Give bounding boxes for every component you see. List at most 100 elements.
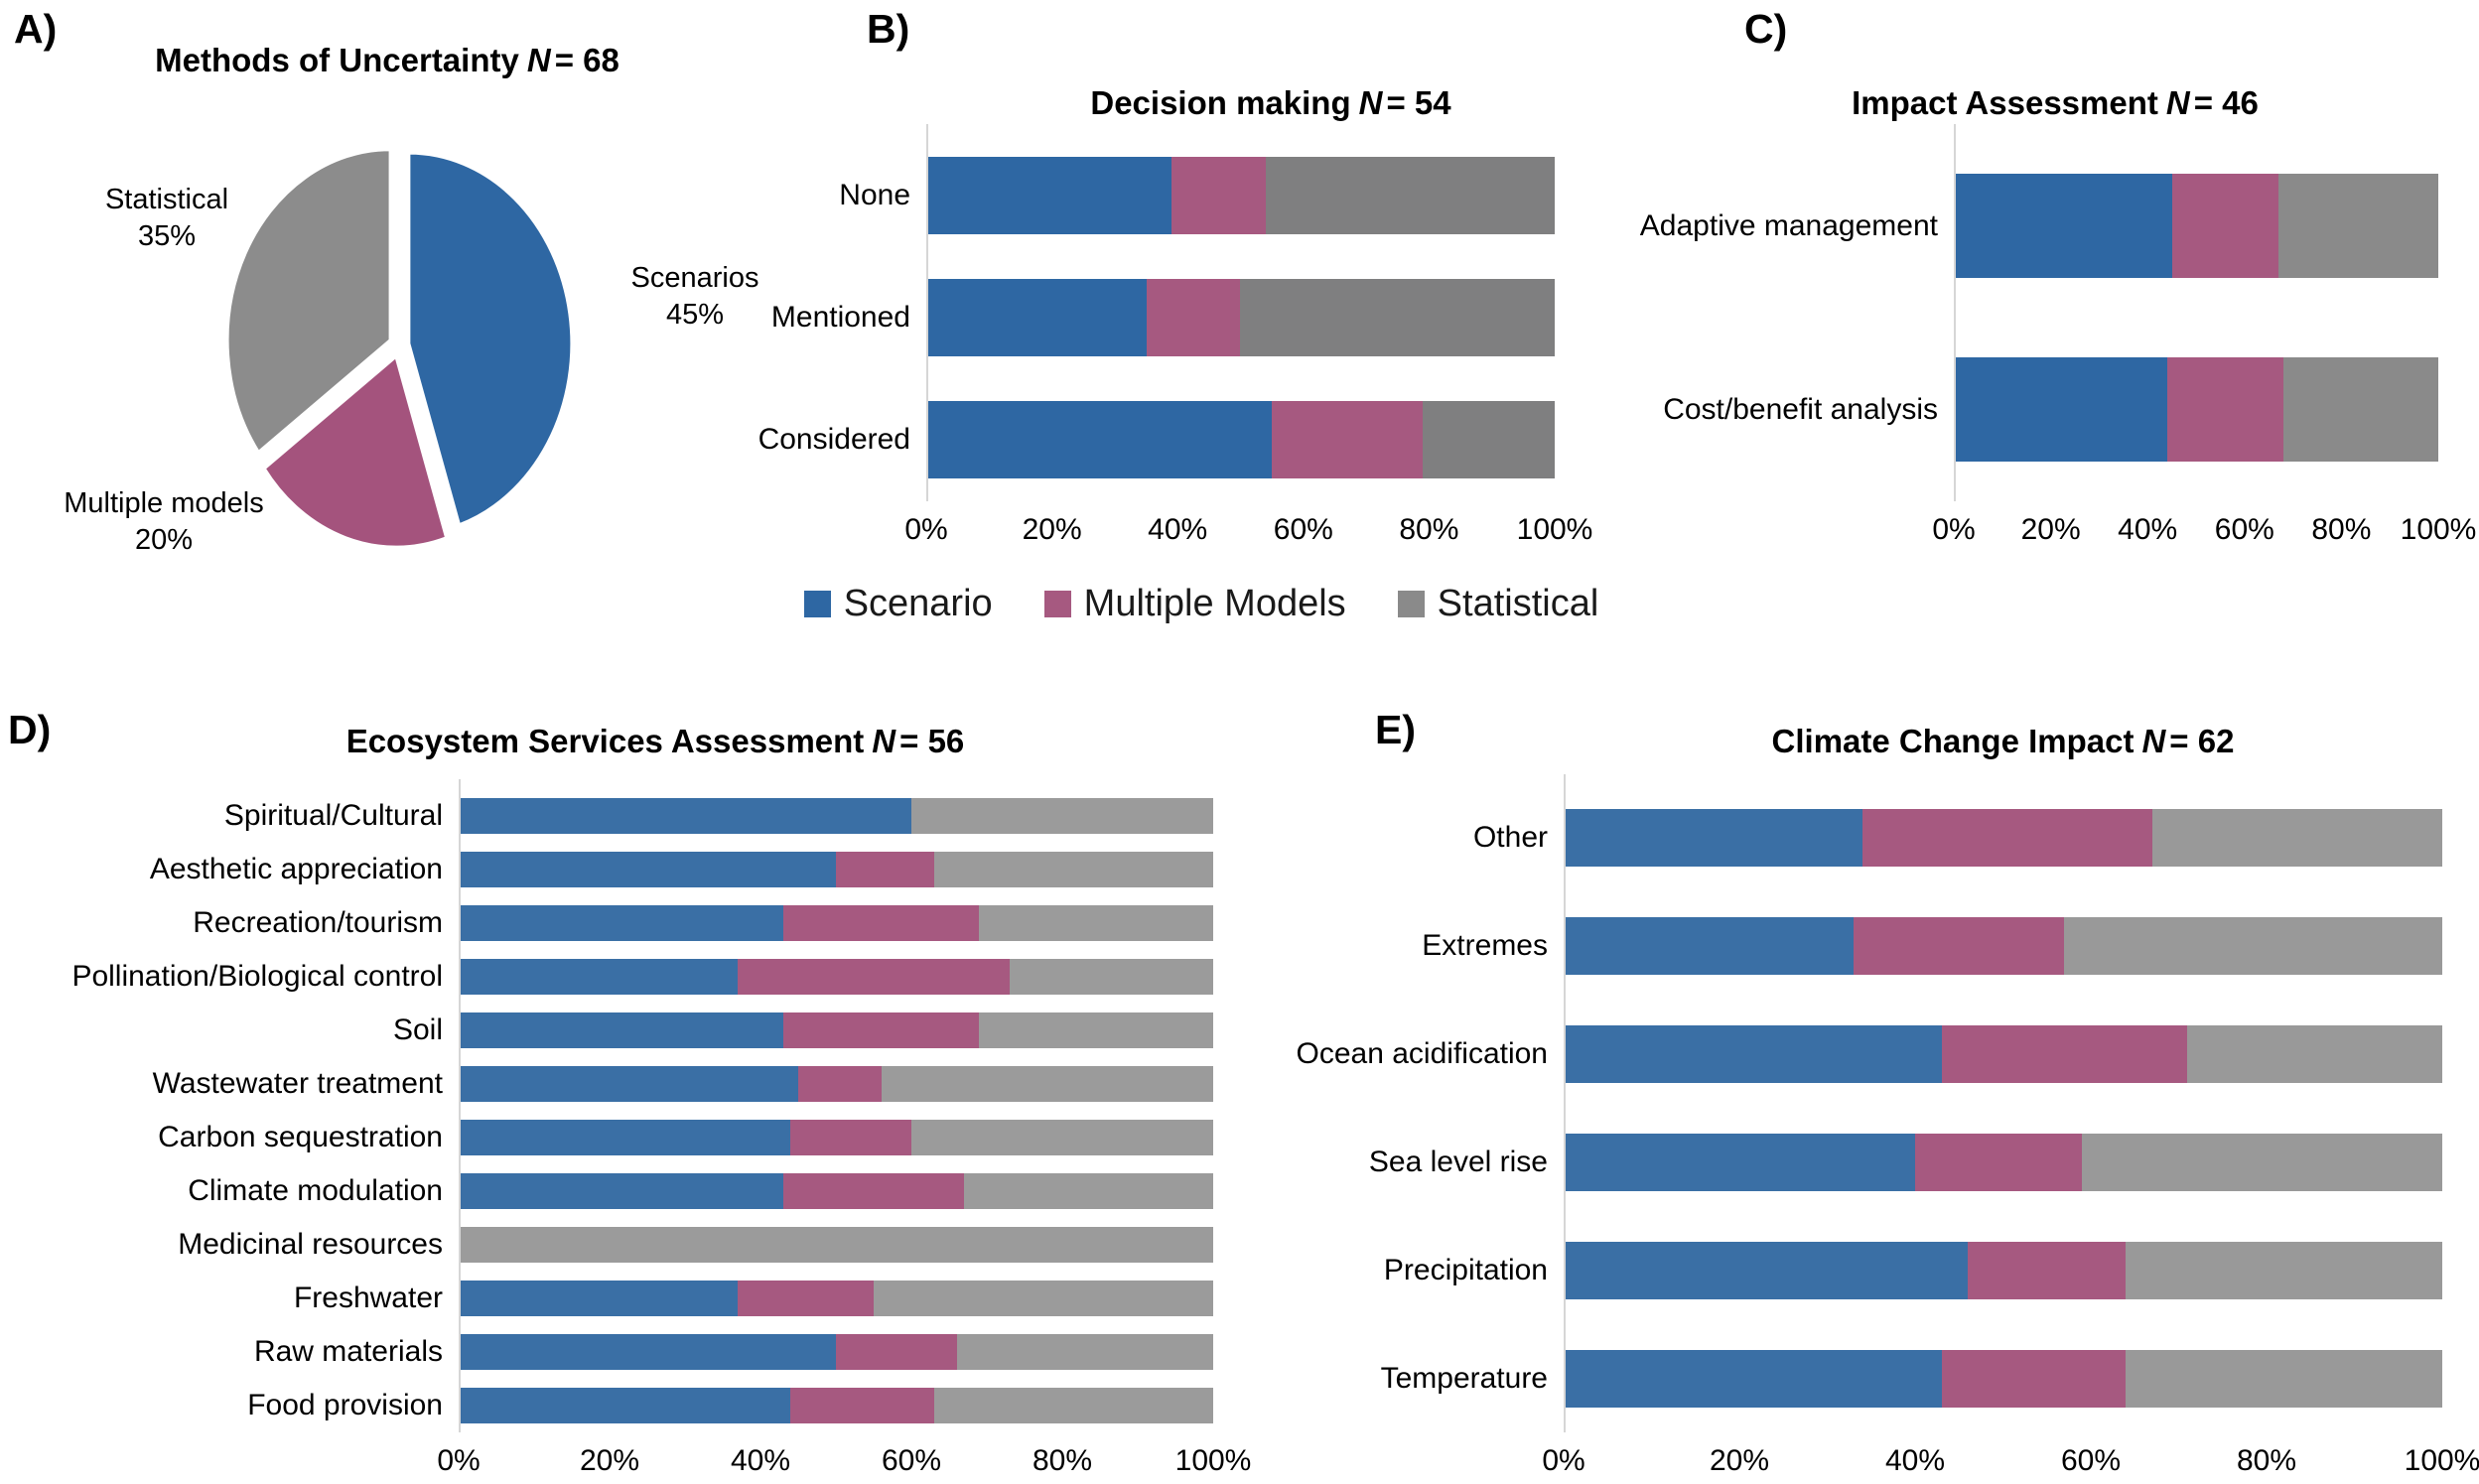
bar-segment-statistical <box>2126 1349 2442 1408</box>
stacked-bar <box>926 278 1555 356</box>
stacked-bar <box>459 1388 1213 1423</box>
category-label: Soil <box>392 1013 443 1046</box>
axis-tick-label: 20% <box>1709 1444 1770 1477</box>
chart-legend: Scenario Multiple Models Statistical <box>655 574 1747 633</box>
axis-tick-label: 100% <box>1516 513 1593 546</box>
category-label: Wastewater treatment <box>152 1067 443 1100</box>
bar-segment-scenario <box>459 959 739 995</box>
bar-segment-statistical <box>933 852 1213 887</box>
category-label: Temperature <box>1380 1361 1548 1395</box>
decision-making-chart: None Mentioned Considered 0% 20% 40% 60% 80% 100… <box>735 124 1656 553</box>
axis-tick-label: 0% <box>1932 513 1976 546</box>
pie-label-pct: 45% <box>665 299 725 331</box>
bar-row-temperature: Temperature <box>1291 1324 2479 1432</box>
axis-tick-label: 100% <box>2400 513 2477 546</box>
category-label: Precipitation <box>1383 1253 1548 1286</box>
pie-slice-multiple-models <box>262 353 449 549</box>
pie-label-pct: 35% <box>137 220 197 252</box>
category-label: Aesthetic appreciation <box>149 853 443 885</box>
bar-segment-multiple-models <box>738 959 1010 995</box>
bar-row-sea-level-rise: Sea level rise <box>1291 1108 2479 1216</box>
bar-segment-multiple-models <box>790 1120 911 1155</box>
stacked-bar <box>459 1227 1213 1263</box>
stacked-bar <box>1564 809 2442 868</box>
category-label: None <box>839 178 910 211</box>
bar-row-medicinal-resources: Medicinal resources <box>0 1218 1271 1272</box>
climate-change-impact-chart: Other Extremes Ocean acidification Sea leve… <box>1291 774 2479 1484</box>
stacked-bar <box>459 1012 1213 1048</box>
category-label: Other <box>1472 821 1548 855</box>
axis-tick-label: 0% <box>904 513 948 546</box>
bar-row-extremes: Extremes <box>1291 892 2479 1001</box>
bar-row-food-provision: Food provision <box>0 1379 1271 1432</box>
bar-row-adaptive-management: Adaptive management <box>1588 134 2450 318</box>
stacked-bar <box>1954 357 2438 462</box>
legend-label: Multiple Models <box>1083 582 1346 624</box>
category-label: Climate modulation <box>188 1174 443 1207</box>
bar-segment-statistical <box>459 1227 1213 1263</box>
axis-tick-label: 20% <box>1022 513 1082 546</box>
panel-letter-a: A) <box>14 6 58 52</box>
category-label: Extremes <box>1422 929 1548 963</box>
axis-tick-label: 0% <box>437 1444 481 1477</box>
axis-tick-label: 40% <box>1148 513 1208 546</box>
bar-segment-multiple-models <box>738 1281 874 1316</box>
title-text: Ecosystem Services Assessment <box>345 723 865 759</box>
axis-tick-label: 60% <box>2214 513 2274 546</box>
bar-row-none: None <box>735 134 1656 256</box>
title-n-symbol: N <box>872 723 896 759</box>
bar-segment-statistical <box>979 1012 1213 1048</box>
bar-segment-scenario <box>1564 1241 1969 1299</box>
panel-letter-d: D) <box>8 707 52 752</box>
category-label: Spiritual/Cultural <box>223 799 443 832</box>
pie-label-multiple-models: Multiple models 20% <box>25 485 303 559</box>
stacked-bar <box>1564 1241 2442 1299</box>
category-label: Cost/benefit analysis <box>1663 392 1938 426</box>
stacked-bar <box>1564 917 2442 976</box>
bar-segment-scenario <box>1564 1025 1942 1084</box>
pie-label-text: Multiple models <box>64 487 264 519</box>
pie-slice-statistical <box>225 148 392 455</box>
stacked-bar <box>459 959 1213 995</box>
category-label: Considered <box>757 423 910 457</box>
bar-segment-multiple-models <box>1915 1133 2083 1191</box>
legend-swatch-icon <box>1043 590 1071 617</box>
bar-segment-scenario <box>459 1120 791 1155</box>
bar-row-freshwater: Freshwater <box>0 1272 1271 1325</box>
bar-row-spiritual-cultural: Spiritual/Cultural <box>0 789 1271 843</box>
bar-segment-scenario <box>1564 1133 1915 1191</box>
axis-tick-label: 80% <box>2236 1444 2297 1477</box>
panel-impact-assessment: C) Impact Assessment N = 46 Adaptive manag… <box>1588 0 2479 571</box>
category-label: Adaptive management <box>1639 208 1938 242</box>
bar-segment-multiple-models <box>1854 917 2065 976</box>
bar-segment-scenario <box>926 156 1171 234</box>
bar-segment-statistical <box>1423 401 1555 479</box>
bar-row-mentioned: Mentioned <box>735 256 1656 378</box>
axis-tick-label: 60% <box>2060 1444 2122 1477</box>
axis-tick-label: 40% <box>2118 513 2178 546</box>
bar-chart-title: Climate Change Impact N = 62 <box>1564 723 2442 760</box>
bar-row-climate-modulation: Climate modulation <box>0 1164 1271 1218</box>
stacked-bar <box>926 156 1555 234</box>
title-n-symbol: N <box>1358 84 1383 121</box>
stacked-bar <box>1564 1025 2442 1084</box>
bar-segment-multiple-models <box>836 852 934 887</box>
axis-tick-label: 60% <box>1273 513 1333 546</box>
title-text: Climate Change Impact <box>1771 723 2135 759</box>
legend-item-multiple-models: Multiple Models <box>1043 582 1346 625</box>
category-label: Carbon sequestration <box>158 1121 443 1153</box>
axis-tick-label: 100% <box>1174 1444 1252 1477</box>
axis-tick-label: 80% <box>2311 513 2372 546</box>
pie-label-text: Statistical <box>104 184 229 215</box>
bar-chart-title: Decision making N = 54 <box>913 84 1628 122</box>
legend-label: Scenario <box>843 582 993 624</box>
bar-row-pollination-biological-control: Pollination/Biological control <box>0 950 1271 1004</box>
bar-segment-scenario <box>1954 174 2172 278</box>
bar-row-aesthetic-appreciation: Aesthetic appreciation <box>0 843 1271 896</box>
legend-item-scenario: Scenario <box>803 582 993 625</box>
ecosystem-services-chart: Spiritual/Cultural Aesthetic appreciation… <box>0 779 1271 1484</box>
pie-chart-title: Methods of Uncertainty N = 68 <box>0 42 774 79</box>
bar-segment-scenario <box>1954 357 2167 462</box>
bar-segment-scenario <box>459 1012 783 1048</box>
legend-label: Statistical <box>1437 582 1599 624</box>
